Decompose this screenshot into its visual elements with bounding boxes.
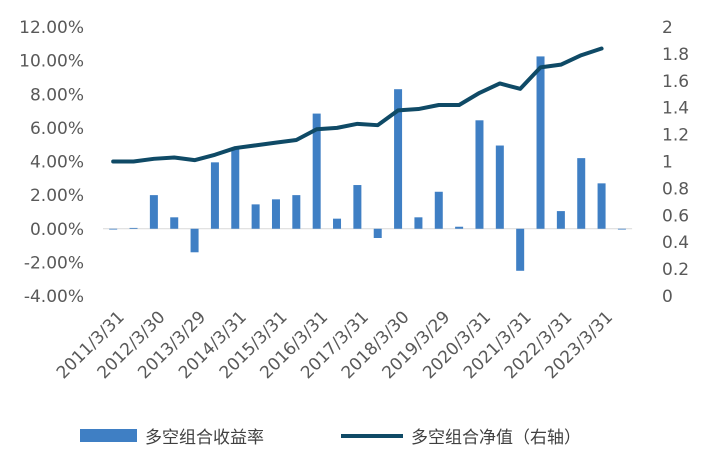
y-right-tick-label: 2 — [662, 18, 673, 38]
y-left-tick-label: 12.00% — [19, 18, 84, 38]
line-series — [111, 46, 604, 164]
bar — [373, 228, 382, 238]
y-left-tick-label: -2.00% — [24, 253, 84, 273]
y-right-tick-label: 0.2 — [662, 260, 689, 280]
bar — [536, 56, 545, 229]
y-right-tick-label: 0.6 — [662, 206, 689, 226]
bar — [414, 217, 423, 229]
bar — [170, 217, 179, 229]
y-right-tick-label: 1.4 — [662, 99, 689, 119]
legend: 多空组合收益率 多空组合净值（右轴） — [0, 423, 702, 453]
bar — [516, 228, 525, 271]
y-right-tick-label: 0.8 — [662, 179, 689, 199]
legend-swatch-bar — [80, 429, 137, 442]
y-right-tick-label: 1.8 — [662, 45, 689, 65]
bar — [597, 183, 606, 229]
legend-item-line: 多空组合净值（右轴） — [341, 423, 581, 448]
y-left-tick-label: 2.00% — [30, 186, 84, 206]
y-left-tick-label: 6.00% — [30, 119, 84, 139]
y-right-tick-label: 1.2 — [662, 126, 689, 146]
bar — [556, 211, 565, 229]
y-left-tick-label: 0.00% — [30, 220, 84, 240]
y-right-tick-label: 0 — [662, 287, 673, 307]
legend-swatch-line — [341, 433, 403, 438]
x-axis: 2011/3/312012/3/302013/3/292014/3/312015… — [53, 307, 617, 383]
y-right-tick-label: 1.6 — [662, 72, 689, 92]
y-left-tick-label: 10.00% — [19, 52, 84, 72]
bar — [190, 228, 199, 253]
legend-label-bars: 多空组合收益率 — [145, 428, 264, 448]
bar — [617, 228, 626, 230]
legend-label-line: 多空组合净值（右轴） — [411, 428, 581, 448]
bar — [109, 228, 118, 230]
bar — [231, 148, 240, 229]
y-left-tick-label: -4.00% — [24, 287, 84, 307]
y-axis-left: 12.00% 10.00% 8.00% 6.00% 4.00% 2.00% 0.00% -2.… — [19, 18, 84, 307]
y-right-tick-label: 1 — [662, 153, 673, 173]
bar — [353, 185, 362, 229]
bar — [475, 120, 484, 229]
bar — [271, 199, 280, 229]
bar — [455, 226, 464, 229]
bar — [495, 145, 504, 229]
bar-series — [109, 56, 626, 271]
y-left-tick-label: 4.00% — [30, 153, 84, 173]
bar — [251, 204, 260, 229]
bar — [577, 158, 586, 229]
y-left-tick-label: 8.00% — [30, 85, 84, 105]
y-axis-right: 2 1.8 1.6 1.4 1.2 1 0.8 0.6 0.4 0.2 0 — [662, 18, 689, 307]
bar — [312, 113, 321, 229]
y-right-tick-label: 0.4 — [662, 233, 689, 253]
bar — [210, 162, 219, 229]
bar — [129, 227, 138, 229]
bar — [292, 195, 301, 229]
bar — [149, 195, 158, 229]
legend-item-bars: 多空组合收益率 — [80, 423, 264, 448]
bar — [434, 191, 443, 229]
bar — [333, 218, 342, 229]
bar — [394, 89, 403, 229]
